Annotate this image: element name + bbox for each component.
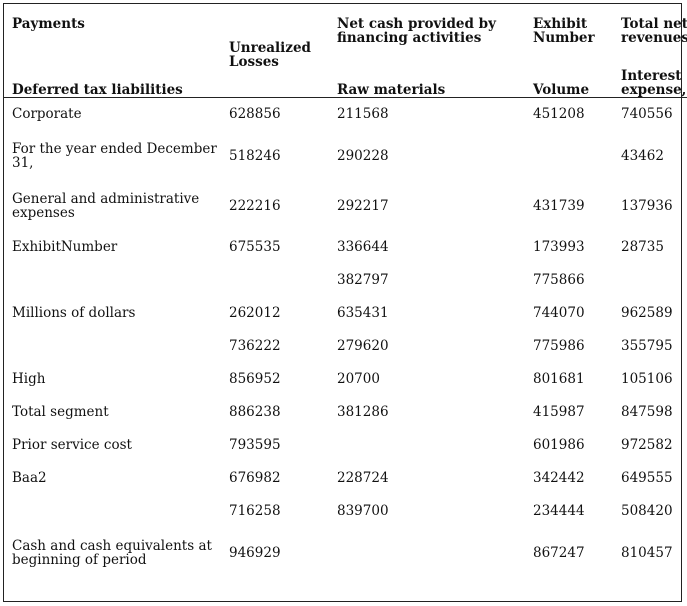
cell-volume: 601986 [533, 437, 585, 453]
row-label: Corporate [12, 106, 82, 123]
cell-unrealized-losses: 736222 [229, 338, 281, 354]
cell-unrealized-losses: 518246 [229, 147, 281, 164]
row-label: ExhibitNumber [12, 239, 118, 255]
cell-unrealized-losses: 628856 [229, 106, 281, 123]
financial-table-frame: Payments Unrealized Losses Net cash prov… [3, 3, 687, 602]
row-label: High [12, 371, 46, 387]
cell-interest-expense: 847598 [621, 404, 673, 420]
table-row: Cash and cash equivalents at beginning o… [4, 528, 687, 578]
table-row: 716258 839700 234444 508420 [4, 495, 687, 528]
cell-raw-materials: 336644 [337, 239, 389, 255]
cell-volume: 744070 [533, 305, 585, 321]
cell-raw-materials [329, 429, 525, 462]
header-volume: Volume [533, 82, 590, 98]
cell-volume: 775866 [533, 272, 585, 288]
cell-raw-materials: 381286 [337, 404, 389, 420]
cell-unrealized-losses: 856952 [229, 371, 281, 387]
cell-volume: 415987 [533, 404, 585, 420]
cell-volume: 801681 [533, 371, 585, 387]
table-row: For the year ended December 31, 518246 2… [4, 131, 687, 181]
cell-interest-expense: 810457 [621, 544, 673, 561]
header-raw-materials: Raw materials [337, 82, 446, 98]
table-row: ExhibitNumber 675535 336644 173993 28735 [4, 231, 687, 264]
cell-volume: 173993 [533, 239, 585, 255]
cell-interest-expense: 355795 [621, 338, 673, 354]
financial-table: Payments Unrealized Losses Net cash prov… [4, 4, 687, 578]
table-row: 382797 775866 [4, 264, 687, 297]
cell-unrealized-losses: 676982 [229, 470, 281, 486]
header-net-cash-financing: Net cash provided by financing activitie… [337, 16, 496, 46]
cell-interest-expense: 43462 [621, 147, 664, 164]
row-label: General and administrative expenses [12, 190, 200, 221]
cell-unrealized-losses: 793595 [229, 437, 281, 453]
cell-raw-materials: 839700 [337, 503, 389, 519]
cell-unrealized-losses: 222216 [229, 197, 281, 214]
table-row: Prior service cost 793595 601986 972582 [4, 429, 687, 462]
table-body: Corporate 628856 211568 451208 740556 Fo… [4, 98, 687, 578]
header-unrealized-losses: Unrealized Losses [229, 40, 311, 70]
cell-raw-materials: 228724 [337, 470, 389, 486]
table-row: 736222 279620 775986 355795 [4, 330, 687, 363]
cell-interest-expense: 740556 [621, 106, 673, 123]
cell-unrealized-losses: 946929 [229, 544, 281, 561]
cell-unrealized-losses: 675535 [229, 239, 281, 255]
row-label [4, 495, 221, 528]
table-row: General and administrative expenses 2222… [4, 181, 687, 231]
cell-raw-materials [329, 528, 525, 578]
table-row: High 856952 20700 801681 105106 [4, 363, 687, 396]
cell-interest-expense [613, 264, 687, 297]
cell-interest-expense: 508420 [621, 503, 673, 519]
header-payments: Payments [12, 16, 85, 32]
header-row-top: Payments Unrealized Losses Net cash prov… [4, 4, 687, 69]
cell-interest-expense: 649555 [621, 470, 673, 486]
header-row-bottom: Deferred tax liabilities Raw materials V… [4, 53, 687, 98]
cell-raw-materials: 279620 [337, 338, 389, 354]
header-exhibit-number: Exhibit Number [533, 16, 595, 46]
cell-unrealized-losses: 886238 [229, 404, 281, 420]
table-row: Millions of dollars 262012 635431 744070… [4, 297, 687, 330]
cell-interest-expense: 972582 [621, 437, 673, 453]
cell-raw-materials: 635431 [337, 305, 389, 321]
table-row: Baa2 676982 228724 342442 649555 [4, 462, 687, 495]
cell-volume [525, 131, 613, 181]
row-label [4, 264, 221, 297]
cell-unrealized-losses [221, 264, 329, 297]
cell-raw-materials: 20700 [337, 371, 380, 387]
cell-unrealized-losses: 716258 [229, 503, 281, 519]
header-total-net-revenues: Total net revenues [621, 16, 687, 46]
table-header: Payments Unrealized Losses Net cash prov… [4, 4, 687, 98]
cell-volume: 775986 [533, 338, 585, 354]
table-row: Corporate 628856 211568 451208 740556 [4, 98, 687, 131]
cell-volume: 431739 [533, 197, 585, 214]
cell-raw-materials: 211568 [337, 106, 389, 123]
cell-volume: 342442 [533, 470, 585, 486]
cell-raw-materials: 292217 [337, 197, 389, 214]
cell-volume: 451208 [533, 106, 585, 123]
row-label: Millions of dollars [12, 305, 136, 321]
row-label: Prior service cost [12, 437, 132, 453]
row-label: Baa2 [12, 470, 47, 486]
header-interest-expense: Interest expense, net [621, 68, 687, 98]
cell-interest-expense: 137936 [621, 197, 673, 214]
cell-interest-expense: 28735 [621, 239, 664, 255]
row-label: Cash and cash equivalents at beginning o… [12, 537, 212, 568]
cell-volume: 867247 [533, 544, 585, 561]
cell-raw-materials: 382797 [337, 272, 389, 288]
row-label: For the year ended December 31, [12, 140, 217, 171]
header-deferred-tax-liabilities: Deferred tax liabilities [12, 82, 183, 98]
cell-raw-materials: 290228 [337, 147, 389, 164]
row-label [4, 330, 221, 363]
cell-unrealized-losses: 262012 [229, 305, 281, 321]
cell-interest-expense: 962589 [621, 305, 673, 321]
cell-volume: 234444 [533, 503, 585, 519]
table-row: Total segment 886238 381286 415987 84759… [4, 396, 687, 429]
cell-interest-expense: 105106 [621, 371, 673, 387]
row-label: Total segment [12, 404, 109, 420]
